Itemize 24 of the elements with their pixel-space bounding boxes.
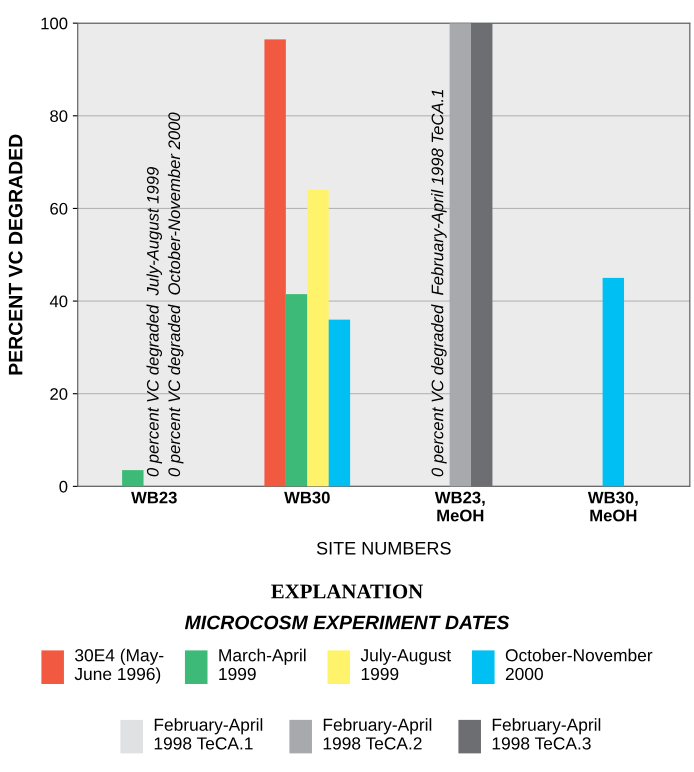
y-tick-label: 40 bbox=[50, 295, 68, 308]
y-tick-label: 100 bbox=[41, 18, 68, 30]
legend-label: February-April 1998 TeCA.2 bbox=[324, 718, 432, 750]
legend-label: March-April 1999 bbox=[219, 648, 306, 680]
legend-label: February-April 1998 TeCA.1 bbox=[154, 718, 262, 750]
legend-label: February-April 1998 TeCA.3 bbox=[492, 718, 600, 750]
legend-title: MICROCOSM EXPERIMENT DATES bbox=[184, 616, 510, 630]
x-axis-title: SITE NUMBERS bbox=[316, 542, 451, 555]
text: EXPLANATION bbox=[271, 584, 423, 599]
x-tick-label: WB23 bbox=[131, 492, 177, 504]
x-tick-label: WB30, MeOH bbox=[588, 492, 638, 522]
y-axis-title: PERCENT VC DEGRADED bbox=[8, 134, 22, 374]
y-tick-label: 80 bbox=[50, 110, 68, 122]
y-tick-label: 60 bbox=[50, 202, 68, 215]
annotation: 0 percent VC degraded February-April 1998 TeCA.1 bbox=[431, 90, 447, 476]
legend-label: 30E4 (May- June 1996) bbox=[74, 648, 164, 684]
x-tick-label: WB30 bbox=[284, 492, 330, 504]
legend-label: July-August 1999 bbox=[360, 648, 452, 680]
annotation: 0 percent VC degraded October-November 2000 bbox=[168, 112, 184, 476]
y-tick-label: 0 bbox=[59, 480, 68, 493]
annotation: 0 percent VC degraded July-August 1999 bbox=[146, 167, 162, 476]
legend-label: October-November 2000 bbox=[506, 648, 652, 680]
x-tick-label: WB23, MeOH bbox=[434, 492, 485, 522]
y-tick-label: 20 bbox=[50, 388, 68, 400]
